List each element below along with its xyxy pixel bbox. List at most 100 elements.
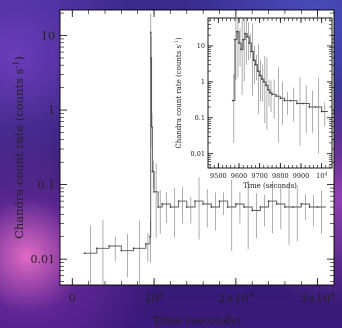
- y-axis-title-close: ): [12, 56, 26, 61]
- data-point: [284, 206, 286, 208]
- y-axis-title-sup: -1: [174, 40, 180, 45]
- x-tick-label-sup: 4: [324, 171, 327, 177]
- data-point: [259, 206, 262, 208]
- x-tick-label-text: 9700: [251, 172, 268, 180]
- data-point: [244, 32, 247, 35]
- data-point: [150, 57, 152, 59]
- data-point: [169, 206, 172, 208]
- data-point: [153, 190, 155, 193]
- data-point: [289, 99, 292, 102]
- data-point: [149, 31, 152, 34]
- data-point: [231, 99, 234, 102]
- data-point: [210, 206, 213, 208]
- data-point: [314, 106, 317, 108]
- y-tick-label: 1: [48, 104, 55, 117]
- data-point: [234, 203, 237, 205]
- data-point: [256, 70, 259, 72]
- data-point: [95, 247, 98, 250]
- x-tick-label: 2×104: [218, 291, 253, 305]
- data-point: [279, 97, 282, 100]
- x-tick-label-text: 3×10: [300, 292, 330, 305]
- data-point: [308, 206, 311, 208]
- data-point: [161, 203, 164, 205]
- data-point: [226, 206, 229, 208]
- data-point: [302, 102, 304, 105]
- x-tick-label-text: 2×10: [218, 292, 248, 305]
- x-tick-label: 104: [316, 171, 327, 180]
- y-tick-label: 0.1: [38, 178, 56, 191]
- data-point: [308, 106, 311, 108]
- data-point: [283, 99, 286, 102]
- data-point: [194, 200, 196, 203]
- light-curve-line: [84, 31, 326, 254]
- y-axis-title-text: Chandra count rate (counts s: [12, 68, 26, 239]
- data-point: [246, 35, 249, 38]
- x-tick-label-text: 9800: [272, 172, 289, 180]
- x-tick-label: 104: [145, 291, 164, 305]
- data-point: [251, 209, 254, 212]
- data-point: [271, 93, 273, 96]
- x-tick-label-text: 9900: [293, 172, 310, 180]
- data-point: [269, 91, 271, 94]
- data-layer: [83, 13, 326, 285]
- data-point: [236, 30, 238, 33]
- data-point: [258, 74, 261, 77]
- x-tick-label-text: 9600: [231, 172, 248, 180]
- y-tick-label: 0.01: [31, 253, 56, 266]
- x-tick-label: 9700: [251, 172, 268, 180]
- data-point: [267, 88, 269, 91]
- y-axis-title-close: ): [175, 37, 183, 40]
- data-layer: [231, 18, 328, 154]
- data-point: [243, 206, 245, 208]
- data-point: [144, 243, 147, 245]
- y-axis-title: Chandra count rate (counts s-1): [11, 56, 26, 239]
- data-point: [292, 206, 295, 208]
- data-point: [149, 235, 151, 238]
- x-tick-label: 0: [69, 292, 76, 305]
- x-tick-label-sup: 4: [330, 291, 335, 300]
- data-point: [264, 84, 267, 87]
- x-tick-label-text: 10: [316, 172, 324, 180]
- y-tick-label: 10: [41, 29, 55, 42]
- x-tick-label-text: 9500: [210, 172, 227, 180]
- y-tick-label: 1: [201, 78, 205, 86]
- data-point: [254, 63, 257, 66]
- data-point: [316, 206, 319, 208]
- data-point: [218, 200, 221, 203]
- x-tick-label-text: 0: [69, 292, 76, 305]
- x-tick-label: 9500: [210, 172, 227, 180]
- data-point: [300, 203, 303, 205]
- data-point: [240, 48, 242, 51]
- data-point: [177, 200, 180, 203]
- x-tick-label-sup: 4: [249, 291, 254, 300]
- x-tick-label-sup: 4: [159, 291, 164, 300]
- data-point: [248, 42, 251, 45]
- x-tick-label-text: 10: [145, 292, 159, 305]
- data-point: [202, 203, 205, 205]
- data-point: [262, 80, 265, 83]
- data-point: [151, 170, 154, 173]
- data-point: [157, 206, 160, 208]
- data-point: [238, 42, 240, 45]
- data-point: [185, 206, 188, 208]
- y-tick-label: 10: [197, 42, 205, 50]
- data-point: [120, 249, 123, 252]
- data-point: [132, 247, 135, 250]
- data-point: [233, 38, 236, 41]
- data-point: [267, 200, 270, 203]
- data-point: [242, 38, 245, 41]
- y-tick-label: 0.1: [195, 114, 205, 122]
- data-point: [150, 125, 153, 128]
- data-point: [275, 203, 278, 205]
- x-tick-label: 9600: [231, 172, 248, 180]
- x-axis-title: Time (seconds): [153, 313, 241, 327]
- x-tick-label: 9900: [293, 172, 310, 180]
- y-tick-label: 0.01: [191, 150, 205, 158]
- data-point: [250, 50, 253, 53]
- data-point: [320, 110, 323, 113]
- data-point: [83, 252, 86, 255]
- data-point: [260, 78, 263, 80]
